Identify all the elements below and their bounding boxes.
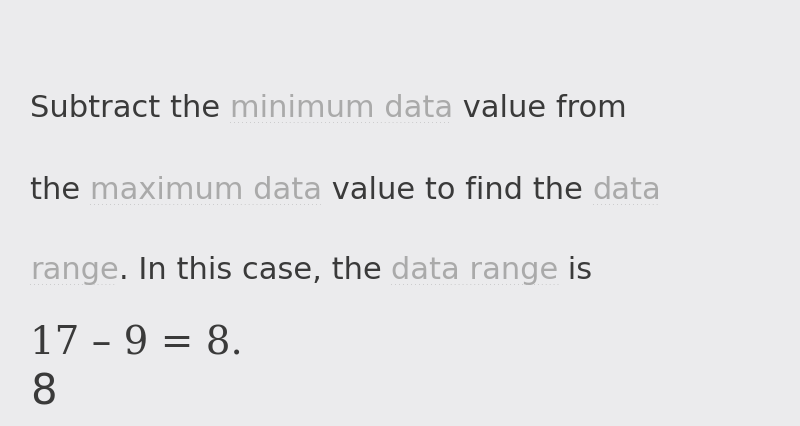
Text: is: is: [558, 256, 593, 284]
Text: 17 – 9 = 8.: 17 – 9 = 8.: [30, 325, 242, 362]
Text: . In this case, the: . In this case, the: [118, 256, 391, 284]
Text: Subtract the: Subtract the: [30, 94, 230, 123]
Text: data range: data range: [391, 256, 558, 284]
Text: value to find the: value to find the: [322, 176, 593, 204]
Text: minimum data: minimum data: [230, 94, 453, 123]
Text: data: data: [593, 176, 662, 204]
Text: range: range: [30, 256, 118, 284]
Text: value from: value from: [453, 94, 626, 123]
Text: 8: 8: [30, 371, 57, 413]
Text: maximum data: maximum data: [90, 176, 322, 204]
Text: the: the: [30, 176, 90, 204]
